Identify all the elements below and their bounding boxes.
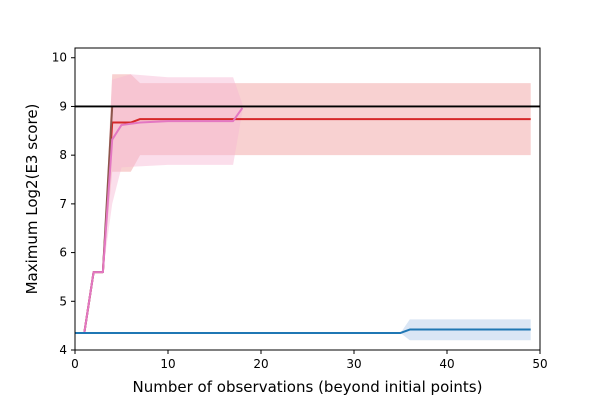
series-3-line bbox=[75, 328, 531, 334]
y-axis-ticks: 4 5 6 7 8 9 10 bbox=[52, 51, 75, 357]
y-axis-label: Maximum Log2(E3 score) bbox=[23, 104, 41, 295]
series-2-band bbox=[75, 74, 243, 333]
x-tick-label: 10 bbox=[160, 357, 175, 371]
y-tick-label: 8 bbox=[59, 148, 67, 162]
y-tick-label: 6 bbox=[59, 246, 67, 260]
series-2-line bbox=[75, 107, 244, 334]
series-3-band bbox=[75, 319, 531, 341]
y-tick-label: 4 bbox=[59, 343, 67, 357]
x-tick-label: 50 bbox=[532, 357, 547, 371]
series-0-band bbox=[75, 74, 531, 333]
confidence-bands bbox=[75, 74, 531, 341]
series-lines bbox=[75, 106, 531, 334]
x-axis-label: Number of observations (beyond initial p… bbox=[133, 378, 483, 396]
x-axis-ticks: 0 10 20 30 40 50 bbox=[71, 350, 548, 371]
y-tick-label: 9 bbox=[59, 99, 67, 113]
x-tick-label: 30 bbox=[346, 357, 361, 371]
y-tick-label: 7 bbox=[59, 197, 67, 211]
plot-area-frame bbox=[74, 47, 541, 351]
x-tick-label: 40 bbox=[439, 357, 454, 371]
y-tick-label: 5 bbox=[59, 294, 67, 308]
x-tick-label: 20 bbox=[253, 357, 268, 371]
y-tick-label: 10 bbox=[52, 51, 67, 65]
x-tick-label: 0 bbox=[71, 357, 79, 371]
